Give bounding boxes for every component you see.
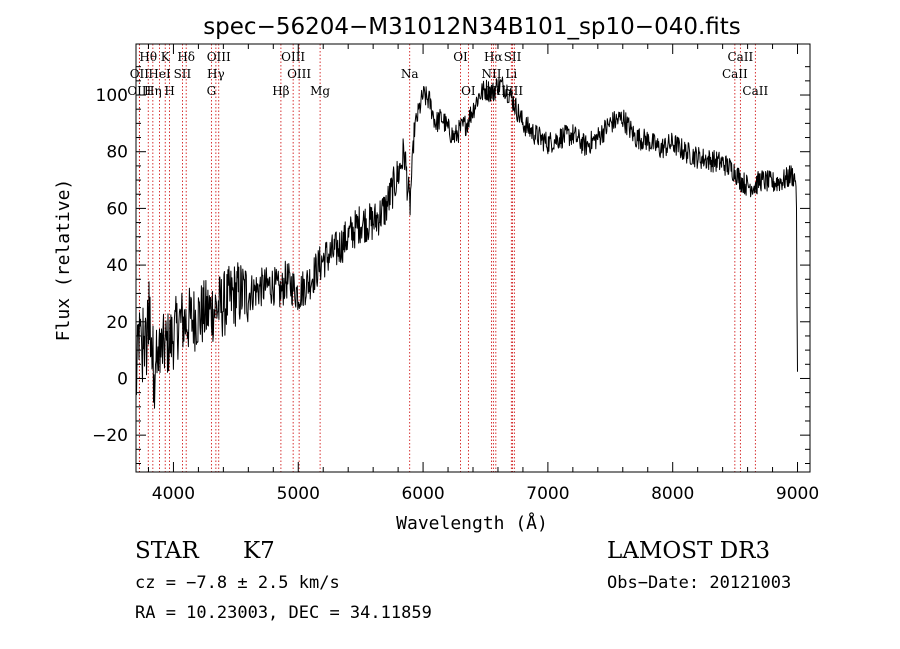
chart-title: spec−56204−M31012N34B101_sp10−040.fits <box>203 14 741 40</box>
line-marker-label: Hθ <box>139 50 157 64</box>
line-marker-label: G <box>207 84 217 98</box>
line-marker-label: OI <box>461 84 476 98</box>
line-marker-label: Hα <box>484 50 503 64</box>
line-marker-label: Li <box>505 67 517 81</box>
y-tick-label: 20 <box>106 313 128 333</box>
line-marker-label: H <box>164 84 174 98</box>
y-tick-label: 0 <box>117 369 128 389</box>
x-tick-label: 6000 <box>401 484 444 504</box>
line-marker-label: Mg <box>310 84 330 98</box>
line-marker-label: Hη <box>144 84 162 98</box>
line-marker-label: OIII <box>207 50 231 64</box>
line-marker-label: OI <box>453 50 468 64</box>
line-marker-label: SII <box>174 67 192 81</box>
line-marker-label: OII <box>130 67 150 81</box>
line-marker-label: SII <box>504 50 522 64</box>
y-tick-label: 40 <box>106 256 128 276</box>
x-axis-label: Wavelength (Å) <box>396 512 548 534</box>
survey-name: LAMOST DR3 <box>607 538 771 564</box>
x-tick-label: 5000 <box>277 484 320 504</box>
spectrum-line <box>135 75 798 409</box>
line-marker-label: Hβ <box>272 84 289 98</box>
line-marker-label: OIII <box>281 50 305 64</box>
line-marker-label: Hγ <box>207 67 225 81</box>
emission-line-markers <box>138 44 756 472</box>
x-tick-label: 8000 <box>651 484 694 504</box>
line-marker-label: NII <box>481 67 501 81</box>
line-marker-label: CaII <box>722 67 748 81</box>
line-marker-label: CaII <box>742 84 768 98</box>
line-marker-label: SII <box>505 84 523 98</box>
coordinates: RA = 10.23003, DEC = 34.11859 <box>135 603 432 623</box>
line-marker-label: Na <box>401 67 419 81</box>
line-marker-label: OIII <box>287 67 311 81</box>
line-marker-label: CaII <box>727 50 753 64</box>
spectral-subclass: K7 <box>243 538 275 564</box>
line-marker-label: K <box>161 50 171 64</box>
x-tick-label: 7000 <box>526 484 569 504</box>
y-tick-label: 80 <box>106 143 128 163</box>
line-marker-label: OIII <box>127 84 151 98</box>
x-tick-label: 9000 <box>776 484 819 504</box>
y-axis-label: Flux (relative) <box>53 179 74 342</box>
y-tick-label: 100 <box>96 86 128 106</box>
observation-date: Obs−Date: 20121003 <box>607 573 792 593</box>
y-tick-label: 60 <box>106 199 128 219</box>
x-tick-label: 4000 <box>152 484 195 504</box>
y-tick-label: −20 <box>92 426 128 446</box>
line-marker-label: Hδ <box>177 50 195 64</box>
redshift-cz: cz = −7.8 ± 2.5 km/s <box>135 573 340 593</box>
y-axis: −20 0 20 40 60 80 100 <box>92 66 810 464</box>
object-class: STAR <box>135 538 199 564</box>
line-marker-label: HeI <box>148 67 171 81</box>
x-axis: 4000 5000 6000 7000 8000 9000 <box>147 44 819 504</box>
